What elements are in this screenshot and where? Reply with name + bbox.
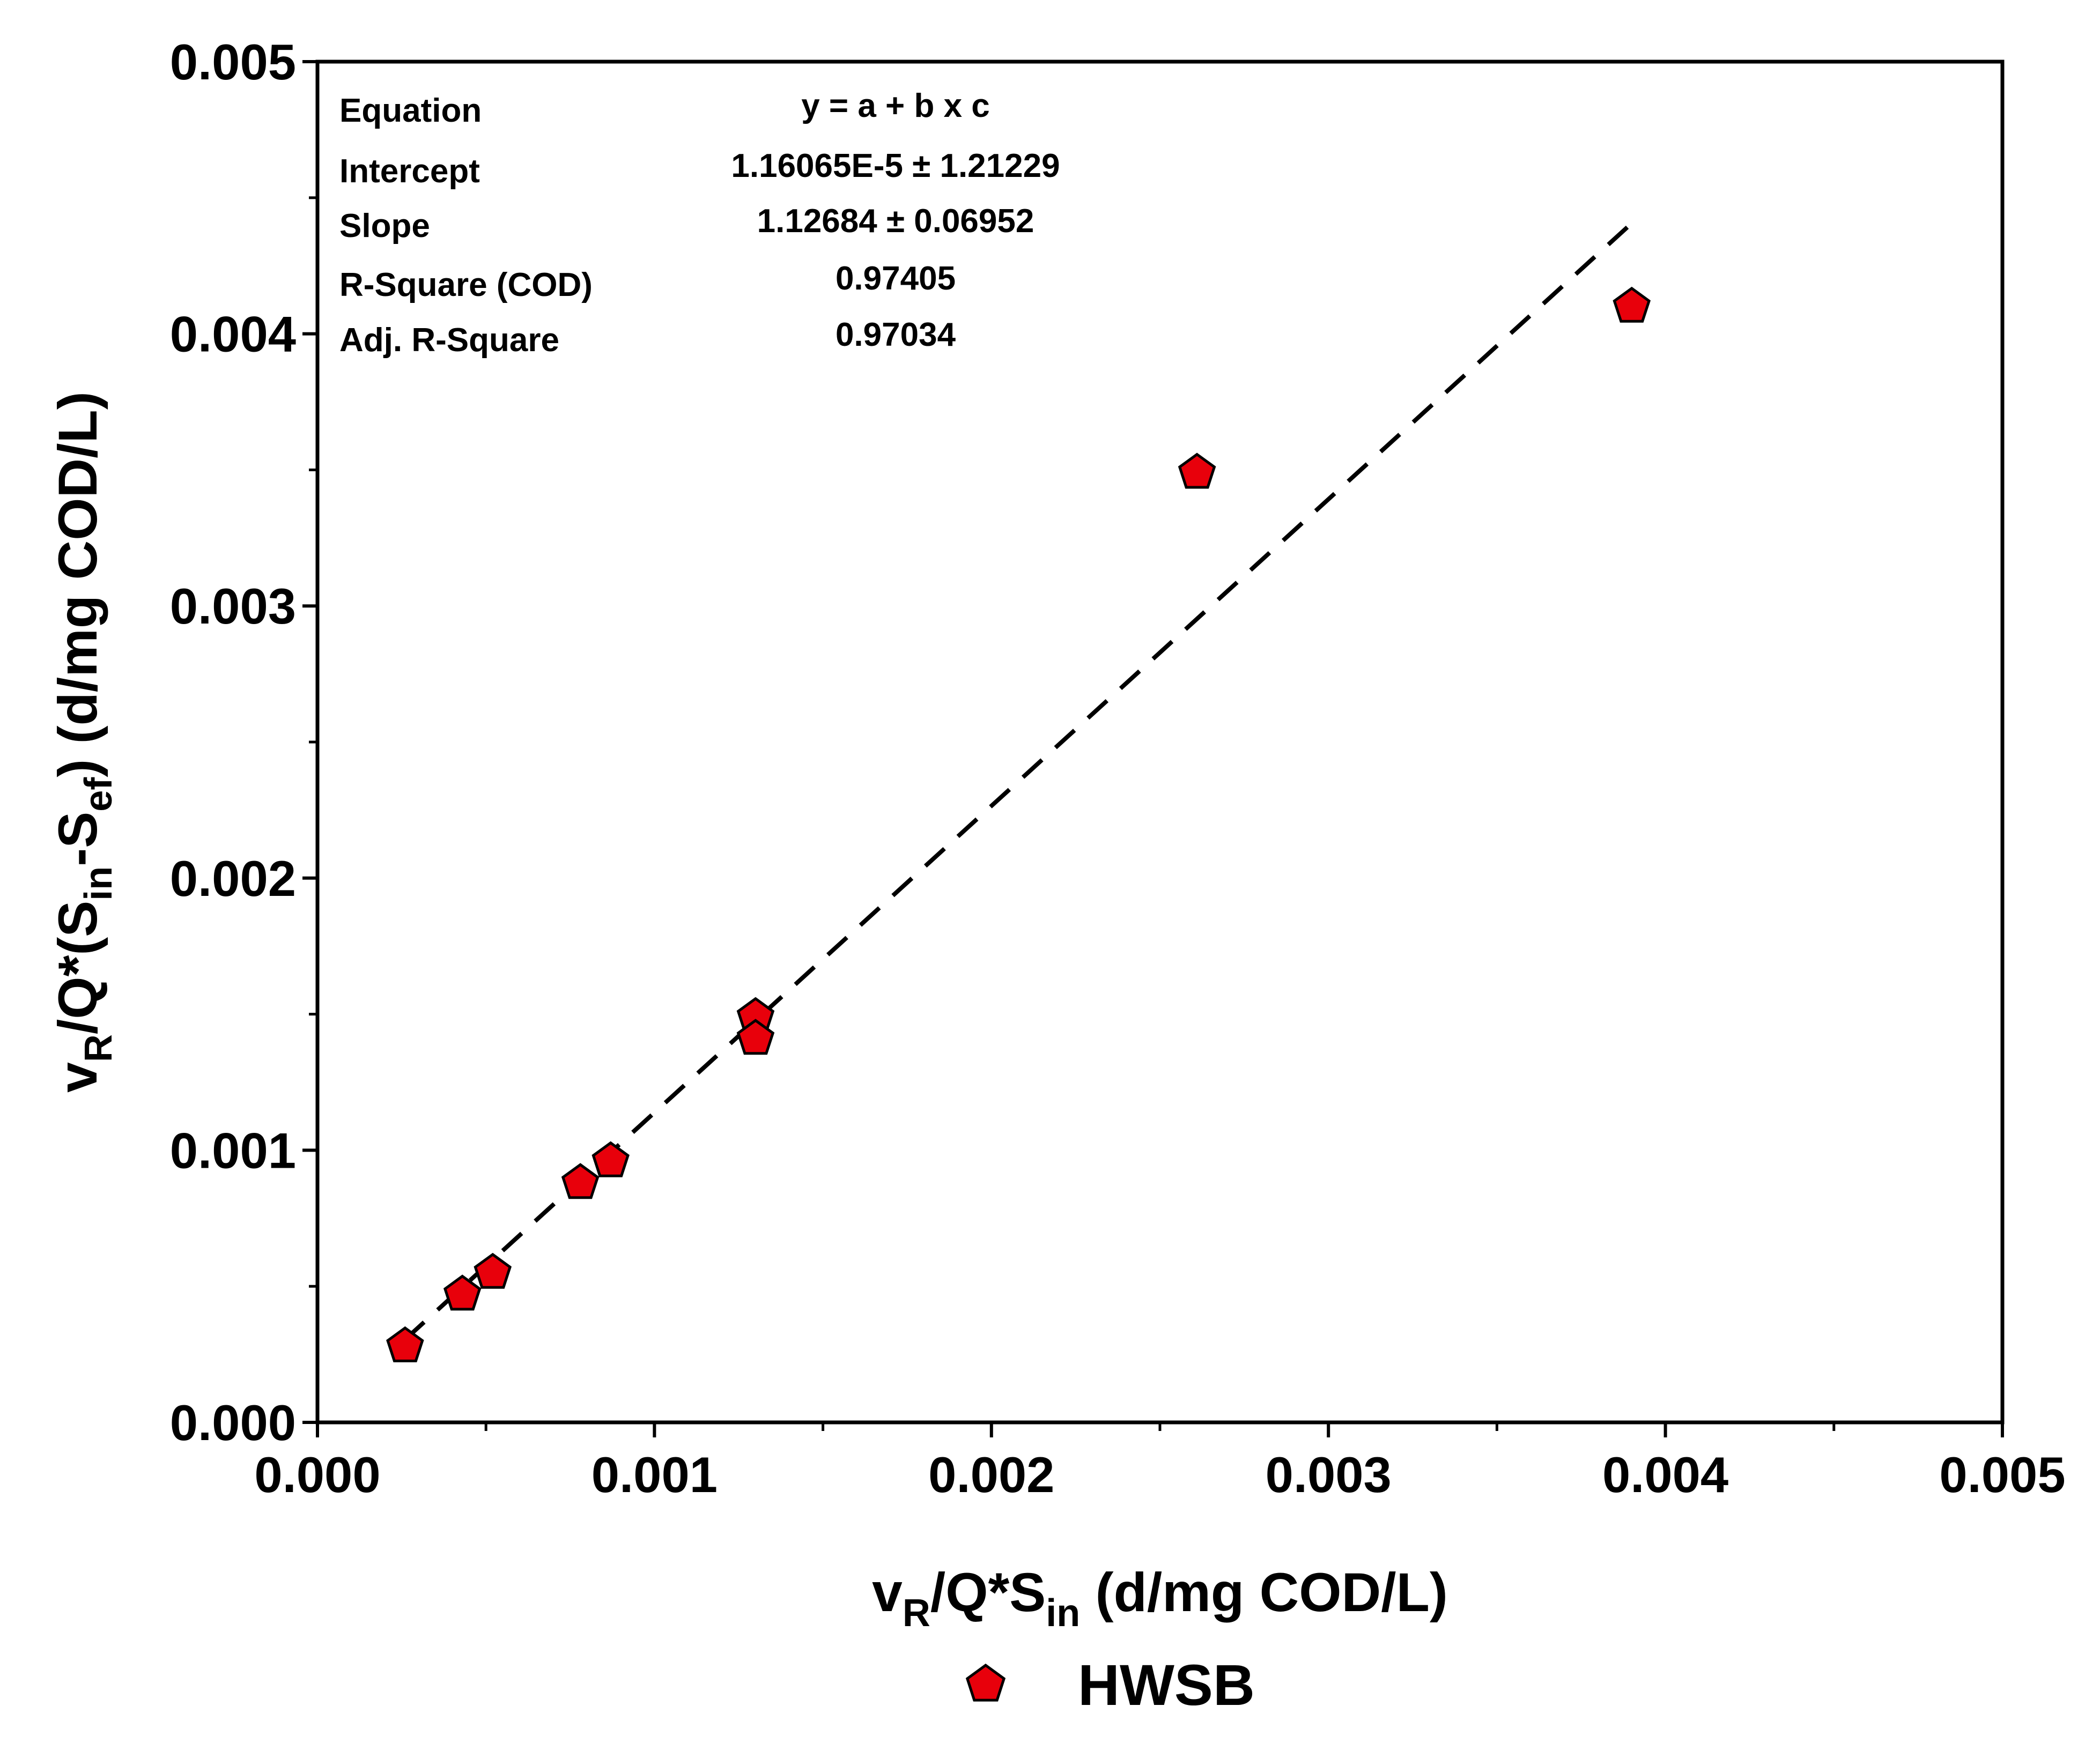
y-tick-label-0: 0.000 bbox=[170, 1395, 296, 1451]
stats-value-slope: 1.12684 ± 0.06952 bbox=[757, 203, 1034, 240]
minor-ticks bbox=[309, 196, 1836, 1431]
y-tick-label-4: 0.004 bbox=[170, 306, 296, 362]
stats-label-intercept: Intercept bbox=[339, 153, 480, 190]
y-axis-title-base: v bbox=[47, 1062, 108, 1093]
x-axis-title-tail: (d/mg COD/L) bbox=[1080, 1562, 1448, 1623]
data-point-4 bbox=[591, 1141, 630, 1177]
plot-frame bbox=[315, 60, 2005, 1425]
x-tick-label-4: 0.004 bbox=[1602, 1447, 1728, 1503]
data-point-3 bbox=[561, 1163, 600, 1199]
y-tick-label-3: 0.003 bbox=[170, 578, 296, 634]
x-axis-title-mid: /Q*S bbox=[930, 1562, 1046, 1623]
data-point-6 bbox=[736, 1019, 775, 1055]
x-tick-label-1: 0.001 bbox=[591, 1447, 718, 1503]
y-axis-title-mid2: -S bbox=[47, 812, 108, 866]
legend: HWSB bbox=[965, 1652, 1255, 1717]
data-point-0 bbox=[386, 1326, 424, 1362]
data-point-7 bbox=[1178, 453, 1216, 489]
y-axis-title-sub-ef: ef bbox=[77, 777, 120, 812]
x-axis-title-sub-r: R bbox=[903, 1592, 930, 1635]
legend-label: HWSB bbox=[1078, 1652, 1255, 1717]
y-axis-title-sub-r: R bbox=[77, 1034, 120, 1062]
stats-label-adj-rsquare: Adj. R-Square bbox=[339, 322, 559, 359]
x-tick-labels: 0.000 0.001 0.002 0.003 0.004 0.005 bbox=[254, 1447, 2065, 1503]
fit-stats-table: Equation y = a + b x c Intercept 1.16065… bbox=[339, 87, 1060, 359]
data-point-1 bbox=[443, 1274, 482, 1311]
x-tick-label-3: 0.003 bbox=[1266, 1447, 1392, 1503]
y-axis-title: vR/Q*(Sin-Sef) (d/mg COD/L) bbox=[47, 391, 120, 1093]
stats-value-equation: y = a + b x c bbox=[801, 87, 990, 124]
y-axis-title-mid1: /Q*(S bbox=[47, 901, 108, 1034]
y-tick-label-2: 0.002 bbox=[170, 850, 296, 907]
data-point-2 bbox=[474, 1252, 512, 1289]
data-point-8 bbox=[1613, 286, 1651, 323]
stats-label-equation: Equation bbox=[339, 92, 482, 129]
stats-label-rsquare: R-Square (COD) bbox=[339, 266, 593, 303]
x-axis-title: vR/Q*Sin (d/mg COD/L) bbox=[872, 1562, 1448, 1635]
stats-value-adj-rsquare: 0.97034 bbox=[835, 316, 956, 353]
stats-value-rsquare: 0.97405 bbox=[835, 260, 956, 297]
y-axis-title-tail: ) (d/mg COD/L) bbox=[47, 391, 108, 777]
x-axis-title-sub-in: in bbox=[1046, 1592, 1080, 1635]
x-tick-label-5: 0.005 bbox=[1939, 1447, 2065, 1503]
data-points bbox=[386, 286, 1651, 1362]
legend-marker-pentagon-icon bbox=[965, 1663, 1006, 1702]
x-tick-label-0: 0.000 bbox=[254, 1447, 380, 1503]
y-axis-title-sub-in: in bbox=[77, 866, 120, 901]
x-tick-label-2: 0.002 bbox=[928, 1447, 1054, 1503]
y-tick-label-1: 0.001 bbox=[170, 1122, 296, 1178]
major-ticks bbox=[302, 60, 2004, 1437]
y-tick-labels: 0.000 0.001 0.002 0.003 0.004 0.005 bbox=[170, 34, 296, 1451]
stats-label-slope: Slope bbox=[339, 207, 430, 244]
stats-value-intercept: 1.16065E-5 ± 1.21229 bbox=[731, 147, 1060, 184]
y-tick-label-5: 0.005 bbox=[170, 34, 296, 90]
x-axis-title-base: v bbox=[872, 1562, 903, 1623]
